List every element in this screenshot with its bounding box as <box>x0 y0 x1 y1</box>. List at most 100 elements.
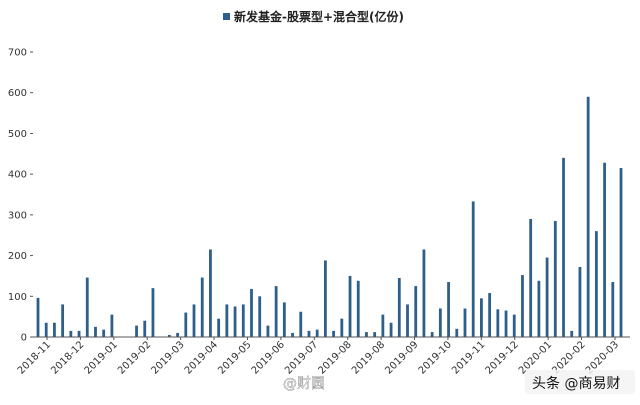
bar <box>258 296 262 337</box>
y-tick-label: 700 <box>8 48 27 59</box>
bar <box>200 277 204 337</box>
bar <box>422 249 426 337</box>
bar <box>69 330 73 337</box>
y-axis: 0 100 200 300 400 500 600 700 <box>8 48 33 344</box>
bar <box>578 266 582 337</box>
x-tick-label: 2019-06 <box>250 339 287 376</box>
bar <box>348 275 352 337</box>
bar <box>611 282 615 337</box>
bar <box>447 282 450 337</box>
bar <box>594 231 598 337</box>
bar <box>85 277 89 337</box>
bar <box>291 332 294 337</box>
bar <box>553 220 557 337</box>
bar <box>619 168 623 337</box>
bar <box>406 304 409 337</box>
bar <box>603 162 606 337</box>
x-tick-label: 2019-09 <box>383 339 420 376</box>
bar <box>504 310 508 337</box>
bar <box>480 298 483 337</box>
bar <box>167 334 171 337</box>
y-tick-label: 0 <box>21 333 27 344</box>
y-tick-label: 100 <box>8 292 27 303</box>
bar <box>562 157 565 337</box>
bar <box>463 308 467 337</box>
bar <box>209 249 212 337</box>
y-tick-label: 600 <box>8 88 27 99</box>
x-tick-label: 2019-07 <box>283 339 320 376</box>
bar <box>315 329 319 337</box>
bar <box>455 328 459 337</box>
bar <box>299 311 303 337</box>
bar <box>430 332 434 337</box>
x-tick-label: 2019-04 <box>183 339 220 376</box>
watermark-right: 头条 @商易财 <box>532 375 620 392</box>
bar <box>373 332 377 337</box>
bar <box>77 330 81 337</box>
bar <box>570 330 574 337</box>
bar <box>176 332 179 337</box>
watermark-left: @财圆 <box>283 376 325 392</box>
bar <box>414 286 418 337</box>
bar <box>241 304 245 337</box>
bar <box>102 329 106 337</box>
bar <box>192 304 196 337</box>
bar <box>307 330 311 337</box>
y-tick-label: 300 <box>8 210 27 221</box>
x-tick-label: 2019-10 <box>417 339 454 376</box>
bar <box>381 314 385 337</box>
bar <box>233 306 237 337</box>
bar <box>512 314 516 337</box>
watermark-right-bg <box>525 370 635 394</box>
bar <box>217 318 221 337</box>
x-tick-label: 2018-11 <box>16 339 53 376</box>
bar <box>184 312 188 337</box>
legend-swatch <box>223 13 230 20</box>
bar <box>332 330 336 337</box>
bar <box>471 201 475 337</box>
x-tick-label: 2019-11 <box>450 339 487 376</box>
bar <box>438 308 442 337</box>
x-tick-label: 2019-02 <box>116 339 153 376</box>
bar <box>274 286 278 337</box>
bar <box>53 322 56 337</box>
bar <box>496 309 500 337</box>
bar <box>151 288 155 337</box>
bar <box>110 314 114 337</box>
x-tick-label: 2019-08 <box>350 339 387 376</box>
bar <box>488 293 492 337</box>
bar <box>250 288 253 337</box>
bar <box>61 304 65 337</box>
bar <box>356 280 360 337</box>
bar <box>94 326 97 337</box>
bar <box>389 322 393 337</box>
legend-label: 新发基金-股票型+混合型(亿份) <box>234 9 404 24</box>
x-tick-label: 2019-01 <box>83 339 120 376</box>
bar <box>323 260 327 337</box>
bar <box>225 304 229 337</box>
bar <box>282 302 286 337</box>
y-tick-label: 200 <box>8 251 27 262</box>
x-tick-label: 2018-12 <box>49 339 86 376</box>
x-tick-label: 2019-08 <box>316 339 353 376</box>
y-tick-label: 400 <box>8 170 27 181</box>
bar <box>135 325 138 337</box>
bar <box>537 280 541 337</box>
bar <box>586 96 590 337</box>
watermarks: @财圆 头条 @商易财 <box>283 370 635 394</box>
bar <box>340 318 344 337</box>
x-tick-label: 2019-03 <box>149 339 186 376</box>
bar <box>397 277 401 337</box>
bar <box>266 325 270 337</box>
bar <box>36 297 40 337</box>
bar <box>44 322 48 337</box>
y-tick-label: 500 <box>8 129 27 140</box>
x-tick-label: 2019-12 <box>484 339 521 376</box>
bar <box>545 257 549 337</box>
bar <box>521 275 524 337</box>
bar <box>365 332 368 337</box>
legend: 新发基金-股票型+混合型(亿份) <box>223 9 404 24</box>
bar <box>529 218 533 337</box>
